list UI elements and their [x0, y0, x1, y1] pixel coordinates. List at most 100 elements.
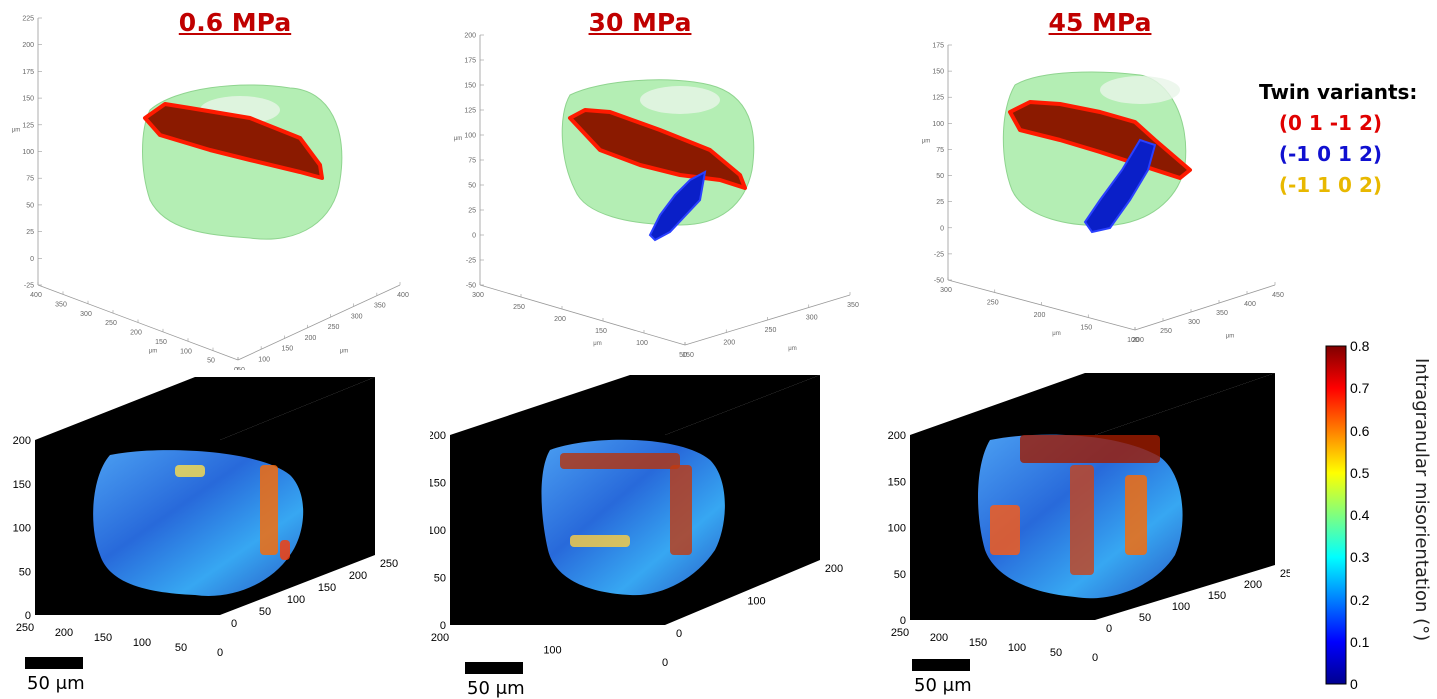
y-axis-tick-label: 300 [1188, 319, 1200, 326]
grain-highlight [640, 86, 720, 114]
x-axis-tick-label: 50 [207, 358, 215, 365]
scale-bar-2 [912, 659, 970, 671]
z-axis-tick-label: -25 [466, 258, 476, 265]
misorientation-hotspot [175, 465, 205, 477]
x-axis-tick-label: 50 [1050, 647, 1062, 659]
panel-title-0: 0.6 MPa [178, 8, 292, 37]
y-axis-tick-label: 100 [1172, 601, 1190, 613]
z-axis-tick-label: 25 [26, 229, 34, 236]
x-axis-tick-label: 200 [554, 316, 566, 323]
z-axis-tick-label: 150 [13, 479, 31, 491]
z-axis-tick-label: 75 [936, 147, 944, 154]
x-axis-tick-label: 200 [930, 632, 948, 644]
z-axis-tick-label: 200 [464, 33, 476, 40]
x-axis-tick-label: 100 [1127, 337, 1139, 344]
misorientation-hotspot [670, 465, 692, 555]
twin-variants-legend-title: Twin variants: [1259, 80, 1418, 104]
x-axis-tick-label: 50 [679, 352, 687, 359]
misorientation-hotspot [280, 540, 290, 560]
y-axis-tick-label: 150 [281, 346, 293, 353]
y-axis-tick-label: 0 [231, 618, 237, 630]
z-axis-tick-label: 0 [25, 610, 31, 622]
z-axis-tick-label: 150 [888, 476, 906, 488]
z-axis-tick-label: 225 [22, 16, 34, 23]
colorbar-label: Intragranular misorientation (°) [1411, 358, 1432, 642]
scale-bar-0 [25, 657, 83, 669]
z-axis-tick-label: 200 [888, 430, 906, 442]
y-axis-title: μm [340, 349, 348, 355]
misorientation-hotspot [1020, 435, 1160, 463]
grain-render-0: 2252001751501251007550250-25μm4003503002… [12, 16, 409, 371]
legend-variant-1: (-1 0 1 2) [1278, 142, 1382, 166]
y-axis-tick-label: 200 [825, 563, 843, 575]
colorbar-tick-label: 0.7 [1350, 380, 1370, 397]
z-axis-tick-label: 25 [468, 208, 476, 215]
colorbar [1325, 345, 1347, 685]
colorbar-tick-label: 0.4 [1350, 507, 1370, 523]
z-axis-tick-label: -25 [24, 283, 34, 290]
x-axis-tick-label: 350 [55, 301, 67, 308]
z-axis-tick-label: 0 [440, 620, 446, 632]
y-axis-tick-label: 100 [258, 356, 270, 363]
y-axis-tick-label: 200 [1244, 579, 1262, 591]
x-axis-tick-label: 200 [130, 330, 142, 337]
x-axis-tick-label: 300 [940, 287, 952, 294]
x-axis-tick-label: 150 [155, 339, 167, 346]
z-axis-tick-label: 150 [430, 478, 446, 490]
z-axis-tick-label: -50 [934, 278, 944, 285]
cube-top-face [35, 377, 375, 440]
z-axis-tick-label: 100 [13, 523, 31, 535]
z-axis-tick-label: 100 [430, 525, 446, 537]
z-axis-tick-label: 50 [936, 173, 944, 180]
z-axis-tick-label: -25 [934, 251, 944, 258]
z-axis-tick-label: 0 [472, 233, 476, 240]
x-axis-tick-label: 250 [16, 622, 34, 634]
z-axis-tick-label: 175 [464, 58, 476, 65]
x-axis-tick-label: 100 [543, 645, 561, 657]
y-axis-tick-label: 200 [349, 570, 367, 582]
x-axis-tick-label: 150 [1080, 325, 1092, 332]
x-axis-line [479, 284, 686, 346]
y-axis-tick-label: 150 [682, 352, 694, 359]
x-axis-title: μm [149, 349, 157, 355]
cube-top-face [910, 373, 1275, 435]
x-axis-tick-label: 150 [94, 632, 112, 644]
panel-title-2: 45 MPa [1048, 8, 1152, 37]
y-axis-tick-label: 0 [676, 628, 682, 640]
x-axis-tick-label: 0 [662, 657, 668, 669]
z-axis-tick-label: 150 [22, 96, 34, 103]
y-axis-tick-label: 350 [374, 303, 386, 310]
misorientation-hotspot [990, 505, 1020, 555]
x-axis-title: μm [1052, 331, 1060, 337]
x-axis-tick-label: 300 [80, 311, 92, 318]
x-axis-tick-label: 100 [1008, 642, 1026, 654]
x-axis-tick-label: 0 [234, 367, 238, 370]
scale-bar-1 [465, 662, 523, 674]
x-axis-tick-label: 100 [636, 340, 648, 347]
x-axis-tick-label: 300 [472, 292, 484, 299]
z-axis-tick-label: 100 [888, 523, 906, 535]
z-axis-tick-label: 100 [464, 133, 476, 140]
z-axis-title: μm [922, 139, 930, 145]
y-axis-tick-label: 300 [351, 313, 363, 320]
y-axis-tick-label: 350 [1216, 310, 1228, 317]
x-axis-tick-label: 250 [891, 627, 909, 639]
colorbar-tick-label: 0.3 [1350, 549, 1370, 566]
z-axis-tick-label: 150 [464, 83, 476, 90]
y-axis-line [1134, 284, 1276, 331]
y-axis-tick-label: 200 [305, 335, 317, 342]
colorbar-tick-label: 0.8 [1350, 338, 1370, 354]
z-axis-tick-label: 0 [30, 256, 34, 263]
x-axis-tick-label: 150 [969, 637, 987, 649]
misorientation-hotspot [1070, 465, 1094, 575]
z-axis-tick-label: 100 [932, 121, 944, 128]
x-axis-tick-label: 100 [133, 637, 151, 649]
z-axis-title: μm [454, 136, 462, 142]
z-axis-tick-label: 0 [900, 615, 906, 627]
twin-blue [648, 170, 707, 242]
x-axis-tick-label: 150 [595, 328, 607, 335]
y-axis-tick-label: 200 [723, 340, 735, 347]
x-axis-tick-label: 250 [987, 300, 999, 307]
